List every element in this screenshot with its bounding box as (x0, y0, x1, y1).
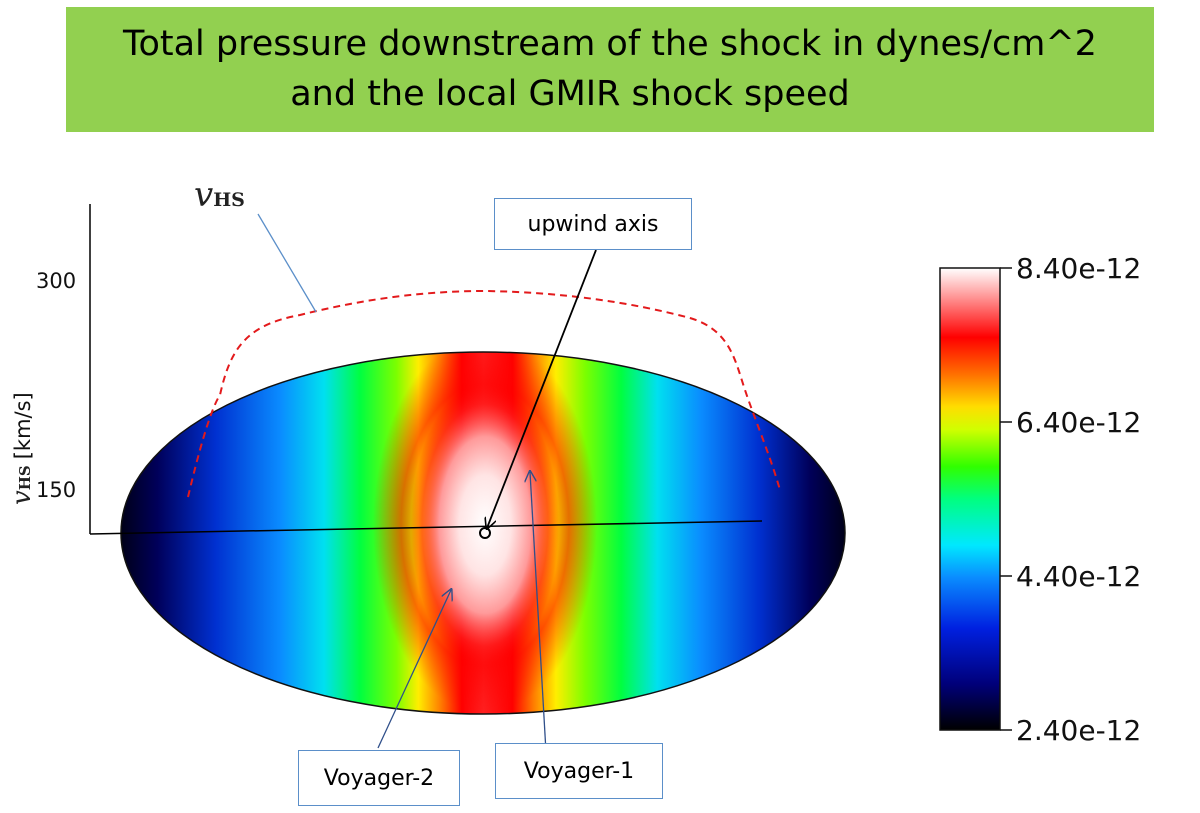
title-banner: Total pressure downstream of the shock i… (66, 7, 1154, 132)
voyager-1-callout: Voyager-1 (495, 743, 663, 799)
curve-label-subscript: HS (213, 189, 245, 211)
colorbar-tick-3: 4.40e-12 (1016, 560, 1141, 593)
voyager-2-callout: Voyager-2 (298, 750, 460, 806)
colorbar-tick-min: 2.40e-12 (1016, 714, 1141, 747)
baseline (89, 520, 763, 535)
curve-label-leader (257, 213, 317, 313)
upwind-axis-callout: upwind axis (494, 198, 692, 250)
upwind-arrow (487, 249, 597, 528)
voyager-1-arrow (530, 472, 547, 753)
pressure-map-core (121, 352, 845, 714)
speed-tick-150: 150 (36, 478, 76, 502)
colorbar-tick-2: 6.40e-12 (1016, 406, 1141, 439)
title-line-1: Total pressure downstream of the shock i… (123, 24, 1097, 64)
pressure-map (120, 351, 846, 715)
speed-axis-label: vHS [km/s] (7, 392, 37, 505)
colorbar-tick-max: 8.40e-12 (1016, 252, 1141, 285)
speed-axis-label-subscript: HS (16, 465, 34, 490)
shock-speed-curve (187, 289, 781, 498)
speed-axis-label-unit: [km/s] (11, 392, 35, 459)
curve-label: vHS (194, 175, 245, 215)
speed-axis: 300 150 vHS [km/s] (7, 204, 91, 534)
curve-label-symbol: v (194, 175, 213, 215)
colorbar: 8.40e-12 6.40e-12 4.40e-12 2.40e-12 (939, 252, 1141, 747)
voyager-2-arrow (377, 590, 451, 749)
speed-tick-300: 300 (36, 269, 76, 293)
colorbar-scale (939, 267, 1001, 731)
svg-text:vHS[km/s]: vHS [km/s] (7, 392, 37, 505)
speed-axis-label-symbol: v (7, 490, 37, 505)
title-line-2: and the local GMIR shock speed (290, 74, 850, 114)
